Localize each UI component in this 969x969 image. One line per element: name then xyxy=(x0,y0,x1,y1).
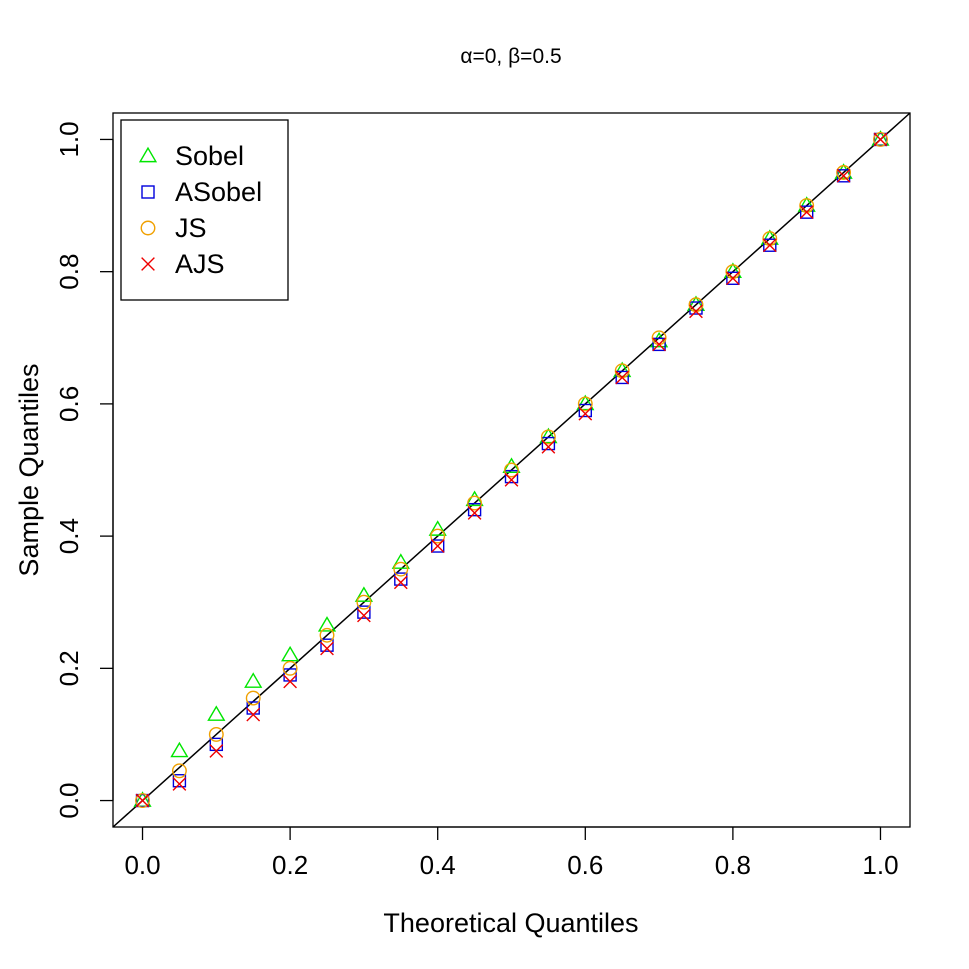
data-point-js xyxy=(467,495,483,511)
legend-item-sobel: Sobel xyxy=(138,141,244,171)
data-point-ajs xyxy=(467,506,482,520)
data-point-ajs xyxy=(615,370,630,385)
data-point-js xyxy=(245,690,261,706)
x-tick-label: 0.2 xyxy=(272,850,308,880)
data-point-js xyxy=(540,429,556,445)
data-point-js xyxy=(836,165,852,180)
data-point-asobel xyxy=(320,638,334,652)
data-point-asobel xyxy=(873,132,888,147)
x-axis-label: Theoretical Quantiles xyxy=(383,908,638,938)
data-point-asobel xyxy=(357,605,371,619)
legend-label: ASobel xyxy=(175,177,262,207)
data-point-asobel xyxy=(135,793,150,808)
data-point-ajs xyxy=(652,337,666,352)
data-point-asobel xyxy=(467,502,482,517)
legend-label: JS xyxy=(175,213,207,243)
data-point-sobel xyxy=(317,616,337,632)
series-asobel xyxy=(135,132,888,808)
y-tick-label: 1.0 xyxy=(54,121,84,157)
data-point-ajs xyxy=(393,575,408,590)
legend-label: AJS xyxy=(175,249,225,279)
data-point-js xyxy=(577,396,593,412)
data-point-ajs xyxy=(836,168,851,183)
data-point-asobel xyxy=(652,337,666,352)
x-tick-label: 0.4 xyxy=(420,850,456,880)
data-point-js xyxy=(356,594,372,610)
x-tick-label: 0.8 xyxy=(715,850,751,880)
data-point-js xyxy=(208,726,224,742)
y-tick-label: 0.8 xyxy=(54,254,84,290)
data-point-js xyxy=(171,763,187,779)
y-axis-label: Sample Quantiles xyxy=(14,363,44,576)
legend-item-asobel: ASobel xyxy=(141,177,262,207)
data-point-ajs xyxy=(172,777,187,791)
data-point-sobel xyxy=(207,705,226,721)
data-point-ajs xyxy=(873,132,888,147)
data-point-asobel xyxy=(763,238,777,252)
x-tick-label: 1.0 xyxy=(862,850,898,880)
legend-item-js: JS xyxy=(140,213,207,243)
data-point-js xyxy=(873,131,888,147)
data-point-asobel xyxy=(541,436,556,451)
legend-symbol-asobel xyxy=(141,185,155,199)
data-point-asobel xyxy=(172,774,187,788)
data-points-layer xyxy=(133,130,890,809)
data-point-sobel xyxy=(428,520,447,536)
data-point-ajs xyxy=(799,205,814,220)
data-point-ajs xyxy=(246,707,261,722)
y-tick-label: 0.4 xyxy=(54,518,84,554)
data-point-asobel xyxy=(578,403,592,418)
legend-item-ajs: AJS xyxy=(141,249,225,279)
legend-symbol-js xyxy=(140,220,156,236)
data-point-sobel xyxy=(170,741,189,758)
x-axis: 0.0 0.2 0.4 0.6 0.8 1.0 xyxy=(124,826,899,880)
data-point-ajs xyxy=(689,304,703,319)
legend: Sobel ASobel JS AJS xyxy=(120,119,289,301)
data-point-sobel xyxy=(354,586,374,602)
data-point-ajs xyxy=(357,608,371,623)
data-point-ajs xyxy=(504,473,519,487)
data-point-ajs xyxy=(541,439,556,454)
y-tick-label: 0.6 xyxy=(54,386,84,422)
data-point-sobel xyxy=(576,394,595,411)
data-point-ajs xyxy=(320,641,334,656)
legend-symbol-sobel xyxy=(138,146,158,163)
data-point-sobel xyxy=(502,457,521,474)
chart-title: α=0, β=0.5 xyxy=(460,45,561,68)
data-point-js xyxy=(135,793,150,809)
data-point-sobel xyxy=(281,645,300,662)
data-point-asobel xyxy=(615,370,629,385)
data-point-js xyxy=(393,561,409,577)
data-point-asobel xyxy=(726,271,740,285)
data-point-ajs xyxy=(578,406,593,421)
data-point-asobel xyxy=(394,572,408,586)
data-point-ajs xyxy=(135,793,150,808)
data-point-asobel xyxy=(799,205,814,219)
data-point-sobel xyxy=(539,427,558,444)
data-point-ajs xyxy=(762,238,777,253)
data-point-ajs xyxy=(283,674,297,689)
data-point-sobel xyxy=(391,553,410,569)
data-point-ajs xyxy=(430,539,445,553)
data-point-ajs xyxy=(726,271,740,286)
x-tick-label: 0.6 xyxy=(567,850,603,880)
legend-label: Sobel xyxy=(175,141,244,171)
data-point-sobel xyxy=(244,672,263,688)
data-point-js xyxy=(319,627,335,643)
data-point-js xyxy=(282,660,298,676)
data-point-ajs xyxy=(209,744,224,758)
data-point-js xyxy=(504,462,519,478)
data-point-sobel xyxy=(465,490,484,507)
series-ajs xyxy=(135,132,888,808)
y-axis: 0.0 0.2 0.4 0.6 0.8 1.0 xyxy=(54,121,114,819)
x-tick-label: 0.0 xyxy=(124,850,160,880)
y-tick-label: 0.0 xyxy=(54,782,84,818)
legend-symbol-ajs xyxy=(141,257,155,271)
data-point-js xyxy=(430,528,446,544)
data-point-asobel xyxy=(504,469,519,484)
data-point-asobel xyxy=(431,539,445,553)
y-tick-label: 0.2 xyxy=(54,650,84,686)
